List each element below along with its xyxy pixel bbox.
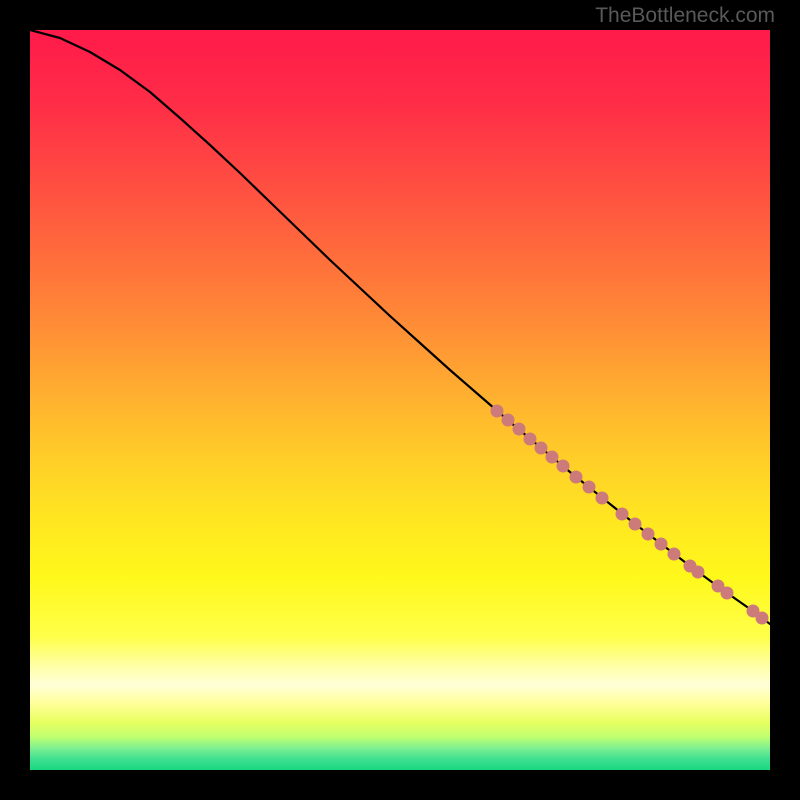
chart-marker bbox=[583, 481, 596, 494]
chart-markers bbox=[491, 405, 769, 625]
plot-area bbox=[30, 30, 770, 770]
chart-marker bbox=[756, 612, 769, 625]
chart-marker bbox=[513, 423, 526, 436]
chart-marker bbox=[557, 460, 570, 473]
chart-marker bbox=[655, 538, 668, 551]
watermark-text: TheBottleneck.com bbox=[595, 4, 775, 28]
chart-marker bbox=[502, 414, 515, 427]
chart-line bbox=[30, 30, 770, 624]
chart-curve-layer bbox=[30, 30, 770, 770]
chart-marker bbox=[721, 587, 734, 600]
chart-marker bbox=[596, 492, 609, 505]
chart-marker bbox=[546, 451, 559, 464]
chart-marker bbox=[570, 471, 583, 484]
chart-marker bbox=[629, 518, 642, 531]
chart-marker bbox=[692, 566, 705, 579]
chart-marker bbox=[616, 508, 629, 521]
chart-marker bbox=[642, 528, 655, 541]
chart-marker bbox=[668, 548, 681, 561]
chart-marker bbox=[524, 433, 537, 446]
chart-marker bbox=[491, 405, 504, 418]
chart-marker bbox=[535, 442, 548, 455]
